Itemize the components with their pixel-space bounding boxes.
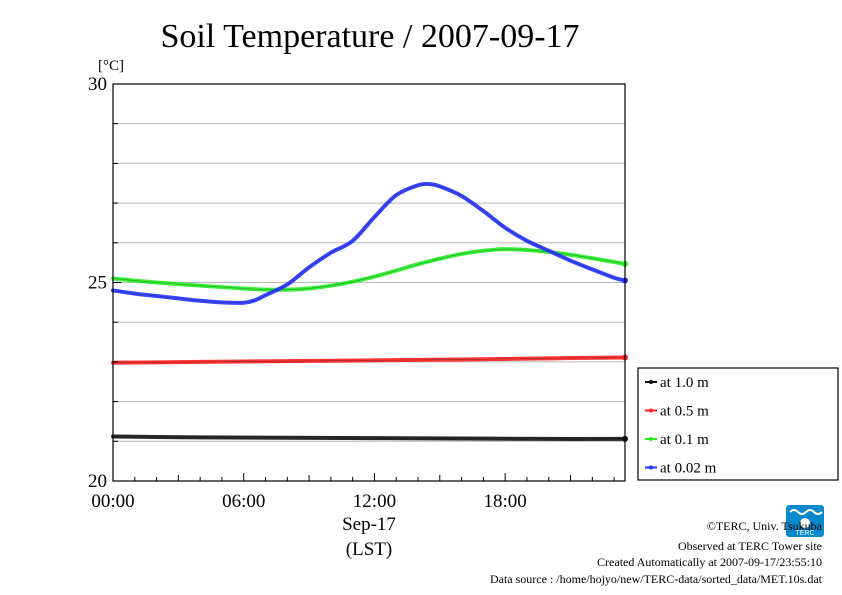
terc-logo: TERC [786, 505, 824, 537]
terc-logo-text: TERC [795, 530, 814, 537]
x-axis-label: Sep-17 [342, 514, 396, 535]
legend-label-0: at 1.0 m [660, 375, 709, 391]
legend-marker-3 [649, 465, 653, 470]
y-axis-unit-label: [°C] [98, 58, 124, 74]
legend-label-1: at 0.5 m [660, 404, 709, 420]
created-text: Created Automatically at 2007-09-17/23:5… [597, 555, 822, 569]
x-tick-label: 00:00 [91, 491, 134, 512]
series-lines [111, 181, 628, 442]
series-core-3 [112, 183, 626, 304]
terc-logo-drop [800, 518, 810, 528]
series-core-2 [112, 248, 626, 291]
series-line-2 [111, 247, 627, 292]
chart-title: Soil Temperature / 2007-09-17 [160, 18, 579, 55]
legend-marker-2 [649, 437, 653, 441]
y-tick-label: 30 [88, 74, 107, 95]
copyright-text: ©TERC, Univ. Tsukuba [707, 519, 823, 533]
x-axis-unit: (LST) [346, 539, 392, 560]
legend-marker-0 [649, 380, 653, 384]
grid-lines [113, 123, 625, 442]
x-tick-label: 12:00 [353, 491, 396, 512]
series-core-1 [112, 357, 626, 363]
series-line-3 [111, 181, 627, 305]
legend-marker-1 [649, 408, 653, 413]
y-tick-label: 20 [88, 471, 107, 492]
legend-label-2: at 0.1 m [660, 432, 709, 448]
series-line-1 [111, 355, 627, 365]
legend-box [637, 367, 839, 481]
x-tick-label: 18:00 [484, 491, 527, 512]
data-source-text: Data source : /home/hojyo/new/TERC-data/… [490, 572, 823, 586]
y-tick-label: 25 [88, 273, 107, 294]
x-tick-label: 06:00 [222, 491, 265, 512]
terc-logo-wave [789, 509, 823, 515]
x-axis-ticks: 00:00 06:00 12:00 18:00 [91, 473, 615, 512]
series-core-0 [112, 436, 626, 440]
observed-text: Observed at TERC Tower site [678, 539, 822, 553]
series-line-0 [111, 434, 627, 441]
legend-label-3: at 0.02 m [660, 461, 717, 477]
y-axis-ticks: 20 25 30 [88, 74, 121, 492]
legend: at 1.0 m at 0.5 m at 0.1 m at 0.02 m [637, 367, 839, 481]
